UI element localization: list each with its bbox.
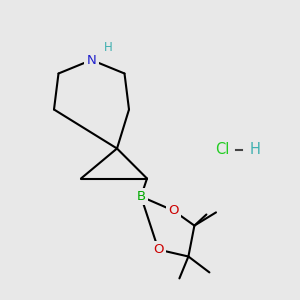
Text: H: H <box>103 41 112 54</box>
Text: O: O <box>153 243 164 256</box>
Text: B: B <box>136 190 146 203</box>
Text: N: N <box>87 53 96 67</box>
Text: Cl: Cl <box>215 142 229 158</box>
Text: H: H <box>250 142 260 158</box>
Text: O: O <box>168 204 178 217</box>
